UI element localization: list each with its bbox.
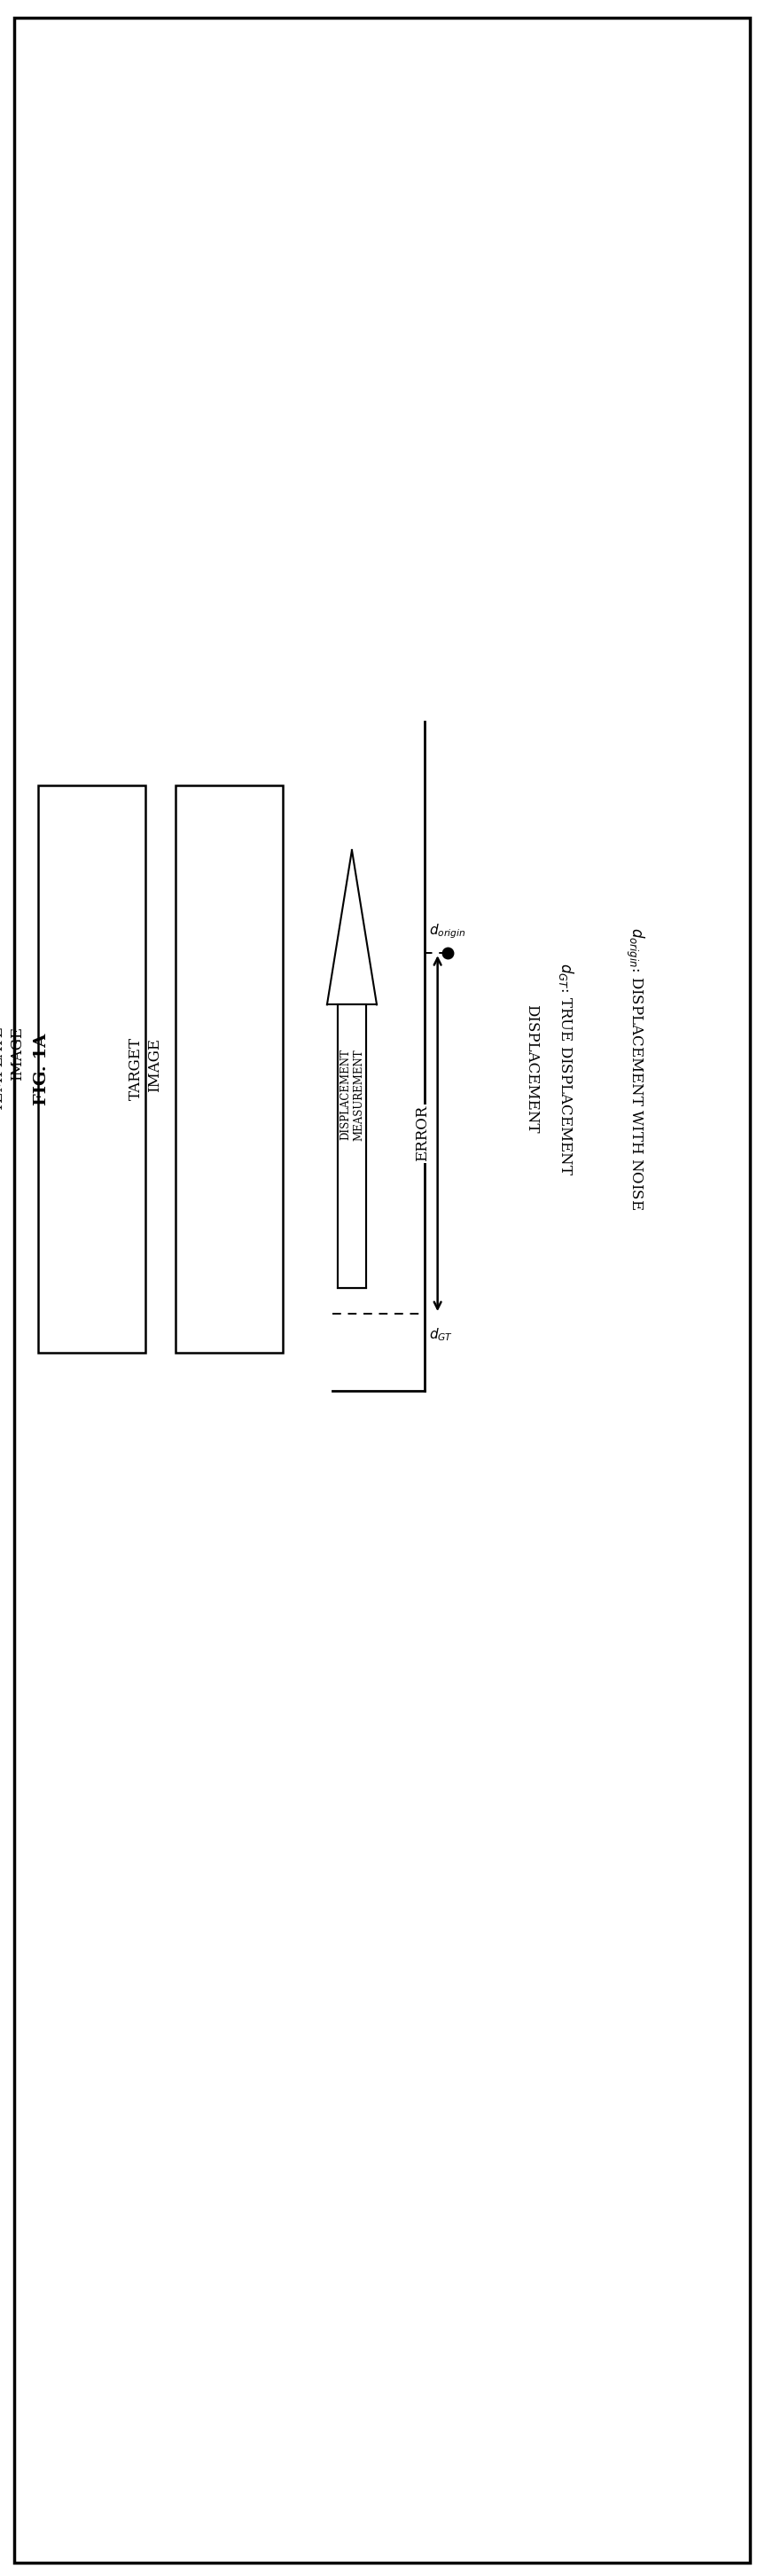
Text: TEMPLATE
IMAGE: TEMPLATE IMAGE	[0, 1025, 24, 1113]
Text: $d_{GT}$: $d_{GT}$	[429, 1327, 453, 1342]
Bar	[176, 786, 283, 1352]
Text: $d_{origin}$: DISPLACEMENT WITH NOISE: $d_{origin}$: DISPLACEMENT WITH NOISE	[624, 927, 646, 1211]
Text: ERROR: ERROR	[415, 1105, 430, 1162]
Text: TARGET
IMAGE: TARGET IMAGE	[129, 1038, 162, 1100]
Text: DISPLACEMENT
MEASUREMENT: DISPLACEMENT MEASUREMENT	[340, 1048, 364, 1141]
Bar	[337, 1005, 366, 1288]
Text: DISPLACEMENT: DISPLACEMENT	[524, 1005, 539, 1133]
Bar	[38, 786, 145, 1352]
Text: FIG. 1A: FIG. 1A	[34, 1033, 50, 1105]
Text: $d_{origin}$: $d_{origin}$	[429, 922, 466, 940]
Text: $d_{GT}$: TRUE DISPLACEMENT: $d_{GT}$: TRUE DISPLACEMENT	[557, 963, 575, 1175]
Polygon shape	[327, 850, 376, 1005]
Bar	[337, 1005, 366, 1288]
